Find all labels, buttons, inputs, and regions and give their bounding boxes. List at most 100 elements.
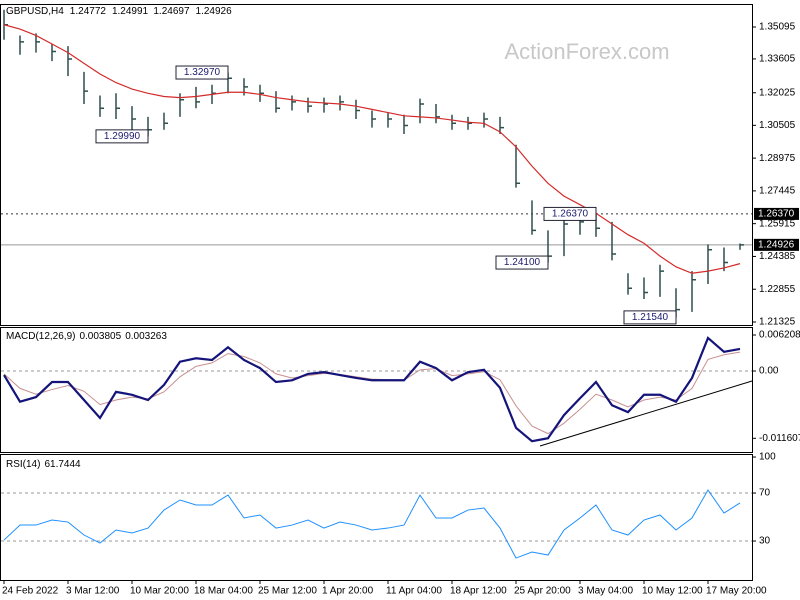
panel-header: RSI(14) 61.7444 [6,459,81,470]
y-tick-label: 1.24385 [759,251,796,262]
header-title: RSI(14) [6,459,40,470]
x-tick-label: 25 Apr 20:00 [514,586,571,597]
price-bar [723,247,728,272]
x-tick-label: 11 Apr 04:00 [386,586,442,597]
price-bar [691,271,696,312]
price-bar [387,112,392,128]
price-bar [51,44,56,62]
annotation-box [175,65,229,80]
y-tick-label: 100 [759,452,776,463]
price-bar [131,106,136,130]
chart-header: GBPUSD,H4 1.24772 1.24991 1.24697 1.24926 [6,6,232,17]
price-bar [611,221,616,261]
trend-line [539,380,753,447]
price-label: 1.26370 [758,209,795,220]
price-bar [435,104,440,124]
x-tick-label: 17 May 20:00 [706,586,767,597]
price-bar [67,46,72,77]
price-bar [499,116,504,135]
price-bar [451,114,456,130]
price-bar [515,144,520,188]
y-tick-label: 0.006208 [759,330,800,341]
x-tick-label: 24 Feb 2022 [2,586,59,597]
header-title: GBPUSD,H4 [6,6,64,17]
price-bar [35,33,40,53]
header-value: 1.24697 [153,6,190,17]
y-tick-label: 1.35095 [759,22,796,33]
macd-panel [0,327,753,453]
annotation-label: 1.29990 [104,131,141,142]
header-value: 1.24926 [196,6,233,17]
header-value: 1.24772 [70,6,107,17]
annotation-label: 1.26370 [552,209,589,220]
price-bar [291,95,296,111]
y-tick-label: 70 [759,488,771,499]
y-tick-label: 1.33605 [759,54,796,65]
rsi-line [3,489,741,559]
x-tick-label: 10 May 12:00 [642,586,703,597]
price-bar [83,71,88,105]
macd-line [3,336,741,443]
price-bar [371,110,376,128]
price-bar [531,200,536,235]
x-tick-label: 25 Mar 12:00 [258,586,317,597]
price-bar [707,244,712,284]
price-bar [659,264,664,297]
rsi-panel [0,454,753,581]
price-bar [307,97,312,113]
price-label-box [754,238,799,251]
x-tick-label: 3 May 04:00 [578,586,633,597]
signal-line [3,351,741,435]
price-bar [259,84,264,102]
price-bar [483,112,488,128]
y-tick-label: 1.27445 [759,186,796,197]
watermark: ActionForex.com [504,39,669,64]
annotation-box [495,255,549,270]
x-tick-label: 18 Mar 04:00 [194,586,253,597]
x-tick-label: 1 Apr 20:00 [322,586,374,597]
header-value: 1.24991 [112,6,149,17]
y-tick-label: 1.25915 [759,218,796,229]
y-tick-label: 1.30505 [759,120,796,131]
moving-average [3,24,741,274]
header-value: 0.003263 [125,331,167,342]
price-bar [19,35,24,55]
header-value: 61.7444 [44,459,81,470]
annotation-label: 1.32970 [184,67,221,78]
y-tick-label: 1.22855 [759,284,796,295]
price-bar [403,114,408,135]
price-bar [195,86,200,109]
price-bar [563,217,568,257]
price-bar [355,99,360,120]
y-tick-label: 0.00 [759,366,779,377]
price-bar [643,277,648,299]
y-tick-label: 1.28975 [759,153,796,164]
price-bar [467,116,472,130]
price-bar [275,91,280,113]
price-bar [115,93,120,120]
annotation-box [543,206,597,221]
price-bar [419,98,424,124]
price-bar [163,112,168,130]
x-tick-label: 3 Mar 12:00 [66,586,120,597]
price-bar [739,243,744,250]
y-tick-label: 1.32025 [759,87,796,98]
price-label-box [754,207,799,220]
y-tick-label: 1.21325 [759,317,796,328]
price-bar [339,95,344,111]
annotation-box [623,310,677,325]
price-bar [627,273,632,295]
x-tick-label: 10 Mar 20:00 [130,586,189,597]
y-tick-label: 30 [759,536,771,547]
price-bar [99,95,104,117]
header-title: MACD(12,26,9) [6,331,75,342]
price-label: 1.24926 [758,239,795,250]
annotation-box [95,129,149,144]
price-panel [0,4,753,326]
annotation-label: 1.24100 [504,257,541,268]
x-tick-label: 18 Apr 12:00 [450,586,507,597]
y-tick-label: -0.011607 [759,433,800,444]
header-value: 0.003805 [79,331,121,342]
